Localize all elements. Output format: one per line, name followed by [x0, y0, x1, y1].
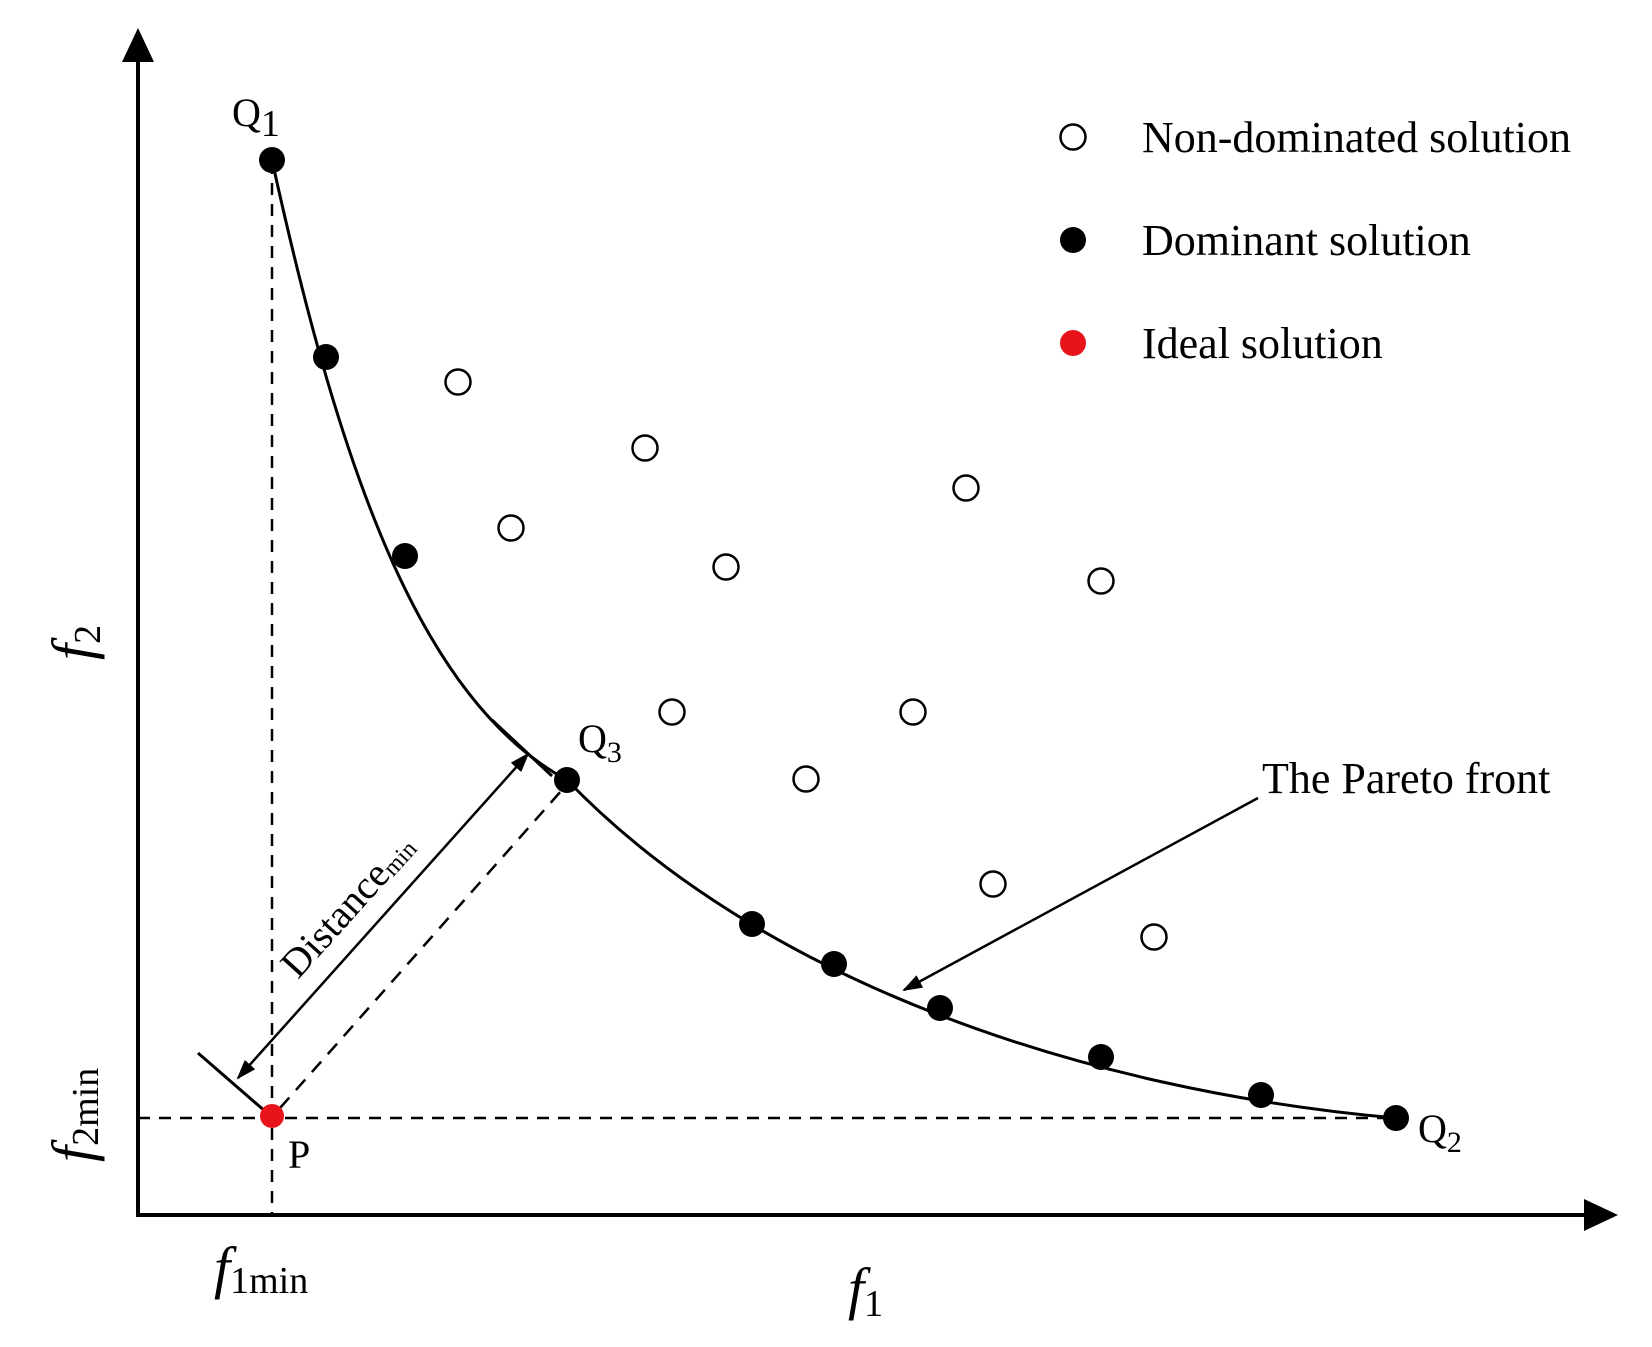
non-dominated-point: [444, 368, 472, 396]
dominant-point-q1: [259, 147, 285, 173]
dominant-point: [313, 344, 339, 370]
non-dominated-point: [1087, 567, 1115, 595]
dominant-point: [1088, 1044, 1114, 1070]
dominant-point: [927, 995, 953, 1021]
legend-red-circle-icon: [1060, 330, 1086, 356]
pareto-front-curve: [270, 159, 1397, 1120]
legend-label-non-dominated: Non-dominated solution: [1142, 113, 1571, 162]
legend-label-ideal: Ideal solution: [1142, 319, 1383, 368]
q3-tangent-tick: [490, 718, 554, 778]
dominant-point-q2: [1383, 1105, 1409, 1131]
x-axis-label: f1: [848, 1256, 883, 1325]
non-dominated-point: [952, 474, 980, 502]
pareto-front-callout-arrow: [902, 796, 1259, 992]
dominant-point: [821, 951, 847, 977]
y-axis-arrowhead: [122, 28, 154, 62]
distance-min-label: Distancemin: [271, 824, 423, 986]
p-tangent-tick: [197, 1051, 267, 1114]
non-dominated-point: [658, 698, 686, 726]
ideal-point-p: [260, 1104, 284, 1128]
distance-min-arrow: [236, 752, 530, 1080]
non-dominated-point: [497, 514, 525, 542]
non-dominated-point: [899, 698, 927, 726]
x-axis-arrowhead: [1584, 1199, 1618, 1231]
non-dominated-point: [979, 870, 1007, 898]
f1min-label: f1min: [214, 1235, 308, 1302]
legend-filled-circle-icon: [1060, 227, 1086, 253]
non-dominated-point: [792, 765, 820, 793]
q1-label: Q1: [232, 90, 280, 145]
p-label: P: [288, 1132, 310, 1177]
pareto-front-label: The Pareto front: [1262, 754, 1550, 803]
dominant-point-q3: [554, 767, 580, 793]
dominant-point: [739, 911, 765, 937]
dominant-solutions: [259, 147, 1409, 1131]
non-dominated-point: [1140, 923, 1168, 951]
legend: Non-dominated solution Dominant solution…: [1059, 113, 1571, 368]
y-axis-label: f2: [40, 625, 109, 660]
legend-label-dominant: Dominant solution: [1142, 216, 1471, 265]
legend-open-circle-icon: [1059, 123, 1087, 151]
q2-label: Q2: [1418, 1106, 1462, 1159]
non-dominated-solutions: [444, 368, 1168, 951]
dominant-point: [1248, 1082, 1274, 1108]
f2min-label: f2min: [40, 1068, 107, 1162]
q3-label: Q3: [578, 716, 622, 769]
non-dominated-point: [631, 434, 659, 462]
dominant-point: [392, 543, 418, 569]
non-dominated-point: [712, 553, 740, 581]
